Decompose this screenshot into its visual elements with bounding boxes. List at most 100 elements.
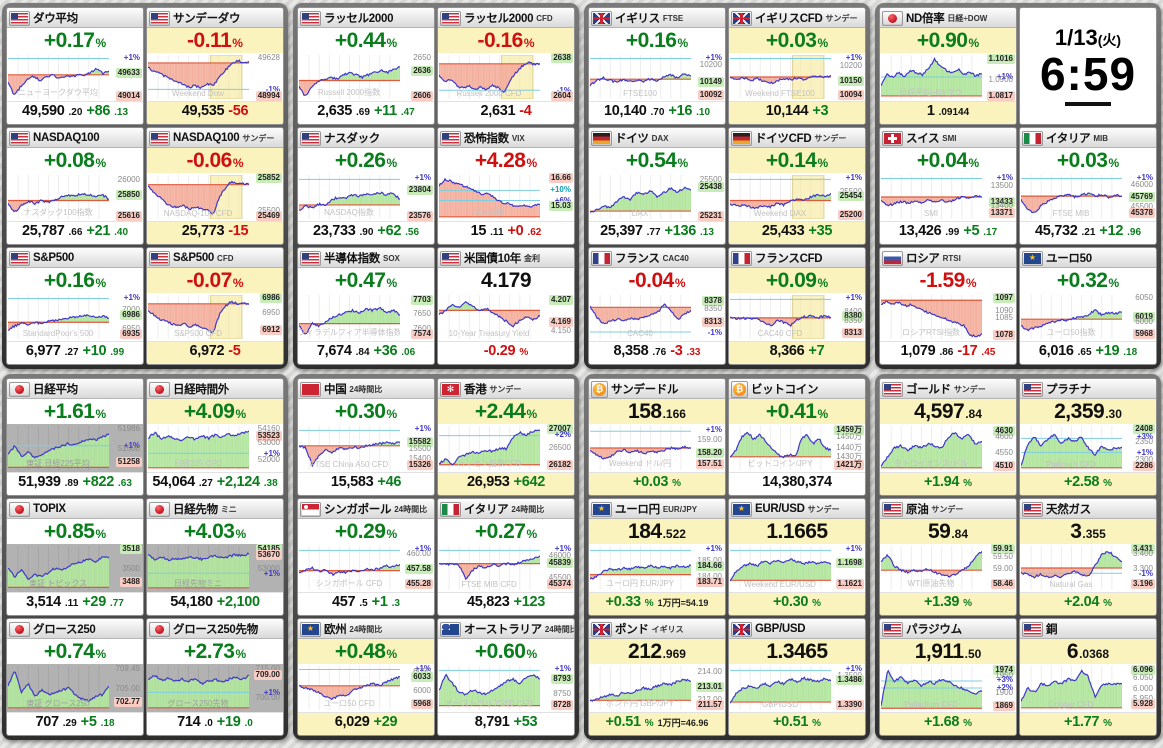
panel-title: 原油	[906, 504, 929, 516]
price-change: +822	[82, 474, 115, 490]
price-row: +1.68%	[880, 712, 1016, 735]
panel-nikkei-afterhours[interactable]: 日経時間外 +4.09% 日経225 CFD 54160 53523 53000 +1% 52…	[146, 378, 284, 496]
panel-subtitle: 金利	[524, 254, 540, 263]
panel-header: イタリア 24時間比	[438, 499, 574, 519]
panel-title: EUR/USD	[755, 503, 805, 515]
panel-italy-mib[interactable]: イタリア MIB +0.03% FTSE MIB +1% 46000 45769 45500 4…	[1019, 127, 1157, 245]
price-change-decimal: .38	[263, 478, 278, 489]
panel-gold-sunday[interactable]: ゴールド サンデー 4,597.84 金トロイオンス/ドル 4630 4600 4550 45…	[879, 378, 1017, 496]
price-change: -5	[228, 343, 241, 359]
panel-uk-cfd-sunday[interactable]: イギリスCFD サンデー +0.03% Weekend FTSE100 +1% 10200…	[728, 7, 866, 125]
panel-nikkei[interactable]: 日経平均 +1.61% 東証 日経225平均 51986 +1% 51500 51258 51…	[6, 378, 144, 496]
panel-sp500-cfd[interactable]: S&P500 CFD -0.07% S&P500 CFD 6986 6950 6912 6,9…	[146, 247, 284, 365]
change-percent-value: +0.48	[334, 640, 386, 663]
chart-label: 54185	[255, 543, 282, 554]
panel-bitcoin[interactable]: ₿ ビットコイン +0.41% ビットコイン/JPY 1459万 1450万 1440万 14…	[728, 378, 866, 496]
panel-euro50[interactable]: ユーロ50+0.32%ユーロ50指数60506019600059686,016.…	[1019, 247, 1157, 365]
change-percent-unit: %	[1108, 276, 1120, 290]
panel-nasdaq[interactable]: ナスダック +0.26% NASDAQ指数 +1% 23804 23576 23,733.9…	[297, 127, 435, 245]
change-percent-value: +0.03	[1056, 149, 1108, 172]
panel-gbp-jpy[interactable]: ポンド イギリス 212.969 ポンド円 GBP/JPY 214.00 213.01 21…	[588, 618, 726, 736]
flag-button	[882, 10, 903, 26]
price-value-decimal: .66	[68, 227, 83, 238]
panel-sox[interactable]: 半導体指数SOX+0.47%フィラデルフィア半導体指数7703765076007…	[297, 247, 435, 365]
chart-label: +1%	[1136, 172, 1153, 182]
panel-sunday-dollar[interactable]: ₿ サンデードル 158.166 Weekend ドル/円 +1% 159.00 158.2…	[588, 378, 726, 496]
panel-italy-24h[interactable]: イタリア 24時間比 +0.27% FTSE MIB CFD +1% 46000 45839…	[437, 498, 575, 616]
panel-russia-rtsi[interactable]: ロシア RTSI -1.59% ロシアRTSI指数 1097 1090 1085 1078 1,…	[879, 247, 1017, 365]
panel-uk-ftse[interactable]: イギリス FTSE +0.16% FTSE100 +1% 10200 10149 10092 1…	[588, 7, 726, 125]
sparkline-chart	[299, 546, 400, 590]
panel-russell2000[interactable]: ラッセル2000 +0.44% Russell 2000指数 2650 2636 2606…	[297, 7, 435, 125]
panel-france-cfd[interactable]: フランスCFD+0.09%CAC40 CFD+1%840083808350831…	[728, 247, 866, 365]
mini-chart: ナスダック100指数 26000 25850 25616	[7, 173, 143, 222]
chart-label: 45374	[546, 579, 573, 590]
panel-gbp-usd[interactable]: GBP/USD1.3465GBP/USD+1%1.35001.34861.339…	[728, 618, 866, 736]
panel-singapore-24h[interactable]: シンガポール 24時間比 +0.29% シンガポール CFD +1% 460.00 457.…	[297, 498, 435, 616]
panel-topix[interactable]: TOPIX +0.85% 東証 トピックス 3518 3500 3488 3,514.11 +…	[6, 498, 144, 616]
panel-vix[interactable]: 恐怖指数VIX+4.28%VIX指数16.66+10%+6%15.0315.11…	[437, 127, 575, 245]
panel-platinum[interactable]: プラチナ 2,359.30 Platinum CFD 2408 +3% 2350 +1% 23…	[1019, 378, 1157, 496]
mini-chart: ビットコイン/JPY 1459万 1450万 1440万 1430万 1421万	[729, 424, 865, 472]
panel-header: ダウ平均	[7, 8, 143, 28]
change-percent-unit: %	[965, 276, 977, 290]
chart-label: 10094	[837, 90, 864, 101]
panel-nd-ratio[interactable]: ND倍率 日経÷DOW +0.90% 日経平均÷NYダウ 1.1016 +1% 1.0900…	[879, 7, 1017, 125]
chart-label: 48994	[255, 91, 282, 102]
sparkline-chart	[881, 175, 982, 219]
price-change: +2,100	[216, 594, 260, 610]
price-value: -0.29	[483, 343, 516, 359]
price-value: 23,733	[312, 223, 356, 239]
panel-header: パラジウム	[880, 619, 1016, 639]
change-percent-unit: .522	[662, 527, 686, 541]
chart-label: 6986	[260, 292, 282, 303]
panel-growth250-futures[interactable]: グロース250先物 +2.73% グロース250先物 715.00 709.00 +1% 7…	[146, 618, 284, 736]
panel-header: ゴールド サンデー	[880, 379, 1016, 399]
panel-sunday-dow[interactable]: サンデーダウ -0.11% Weekend Dow 49628 -1% 48994 49,5…	[146, 7, 284, 125]
chart-label: 46000	[1130, 180, 1153, 190]
panel-nasdaq100-sunday[interactable]: NASDAQ100 サンデー -0.06% NASDAQ-100 CFD 25852 25…	[146, 127, 284, 245]
panel-crude-oil-sunday[interactable]: 原油 サンデー 59.84 WTI原油先物 59.91 59.50 59.00 58.46 +1…	[879, 498, 1017, 616]
panel-dow[interactable]: ダウ平均 +0.17% ニューヨークダウ平均 +1% 49633 49014 49,590.…	[6, 7, 144, 125]
panel-growth250[interactable]: グロース250 +0.74% 東証 グロース250 709.49 705.00 702.7…	[6, 618, 144, 736]
panel-copper[interactable]: 銅 6.0368 Copper CFD 6.096 6.050 6.000 5.950 5.9…	[1019, 618, 1157, 736]
chart-label: -1%	[707, 328, 722, 338]
panel-australia-24h[interactable]: オーストラリア 24時間比 +0.60% オーストラリア200 CFD +1% 8793 8…	[437, 618, 575, 736]
chart-label: 15326	[406, 460, 433, 471]
panel-swiss-smi[interactable]: スイス SMI +0.04% SMI +1% 13500 13433 13400 13371 13…	[879, 127, 1017, 245]
chart-label: 52000	[257, 455, 280, 465]
flag-icon-uk	[593, 623, 610, 635]
panel-nasdaq100[interactable]: NASDAQ100 +0.08% ナスダック100指数 26000 25850 25616…	[6, 127, 144, 245]
chart-label: +1%	[1136, 447, 1153, 457]
price-value: 51,939	[18, 474, 61, 490]
sparkline-chart	[881, 426, 982, 470]
panel-header: 米国債10年 金利	[438, 248, 574, 268]
chart-label: 8793	[551, 674, 573, 685]
change-percent-value: +0.44	[334, 29, 386, 52]
price-value: +0.03	[632, 474, 669, 490]
chart-label: 4.150	[550, 326, 571, 336]
chart-label: 183.71	[695, 577, 724, 588]
mini-chart: Natural Gas 3.431 3.400 3.300 -1% 3.196	[1020, 543, 1156, 592]
panel-germany-dax[interactable]: ドイツ DAX +0.54% DAX 25500 25438 25231 25,397.77 +…	[588, 127, 726, 245]
panel-header: ロシア RTSI	[880, 248, 1016, 268]
chart-label: 8728	[551, 700, 573, 711]
panel-france-cac40[interactable]: フランス CAC40 -0.04% CAC40 8378 8350 8313 -1% 8,358…	[588, 247, 726, 365]
panel-nikkei-futures-mini[interactable]: 日経先物 ミニ +4.03% 日経先物ミニ 54185 53670 53000 +1% 54,1…	[146, 498, 284, 616]
sparkline-chart	[8, 546, 109, 590]
panel-palladium[interactable]: パラジウム 1,911.50 Palladium CFD 1974 1950 +3% +2%…	[879, 618, 1017, 736]
change-percent: -0.06%	[147, 148, 283, 173]
price-value-decimal: %	[1103, 478, 1113, 489]
panel-sp500[interactable]: S&P500+0.16%StandardPoor's 500+1%7000698…	[6, 247, 144, 365]
panel-hongkong-sunday[interactable]: 香港サンデー+2.44%ハンセン指数CFD27007+2%26500261822…	[437, 378, 575, 496]
panel-us-10y[interactable]: 米国債10年 金利 4.179 10-Year Treasury Yield 4.207…	[437, 247, 575, 365]
panel-title: シンガポール	[324, 504, 392, 516]
chart-label: +1%	[263, 687, 280, 697]
panel-natural-gas[interactable]: 天然ガス 3.355 Natural Gas 3.431 3.400 3.300 -1% 3.…	[1019, 498, 1157, 616]
